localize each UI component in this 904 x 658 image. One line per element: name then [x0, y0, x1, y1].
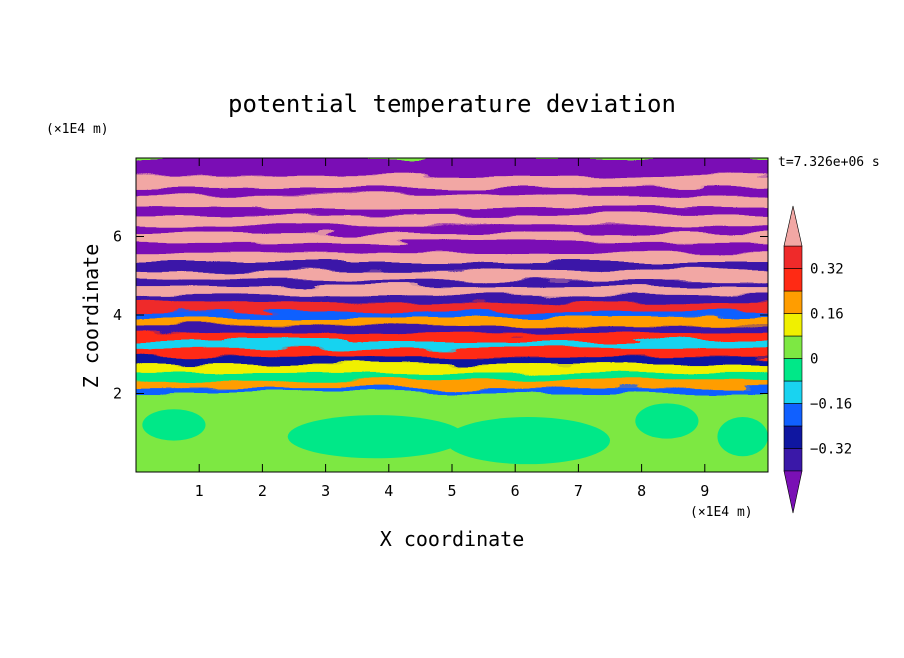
colorbar-tick-label-0: 0.32: [810, 262, 844, 278]
heatmap-layer-10: [136, 316, 768, 326]
y-tick-label-4: 4: [113, 306, 122, 324]
x-unit-label: (×1E4 m): [690, 505, 753, 520]
heatmap-layer-27: [136, 158, 768, 177]
x-tick-label-7: 7: [574, 482, 583, 500]
colorbar-extend-top: [783, 205, 803, 247]
colorbar-tick-label-4: −0.32: [810, 442, 852, 458]
y-unit-label: (×1E4 m): [46, 122, 109, 137]
colorbar-bin-0: [783, 448, 803, 472]
chart-title: potential temperature deviation: [228, 90, 676, 118]
colorbar-bin-8: [783, 268, 803, 292]
colorbar-tick-label-3: −0.16: [810, 397, 852, 413]
heatmap-layer-21: [136, 224, 768, 234]
heatmap-blob-2: [635, 403, 699, 439]
x-axis: 1 2 3 4 5 6 7 8 9: [195, 158, 709, 500]
heatmap-layer-26: [136, 175, 768, 188]
heatmap-layer-5: [136, 356, 768, 365]
heatmap-layer-4: [136, 364, 768, 373]
heatmap-layer-11: [136, 311, 768, 318]
y-tick-label-2: 2: [113, 385, 122, 403]
heatmap-layer-19: [136, 242, 768, 253]
colorbar-bin-6: [783, 313, 803, 337]
heatmap-blob-0: [287, 415, 465, 459]
y-axis-label: Z coordinate: [79, 244, 103, 389]
heatmap-blob-4: [717, 417, 768, 457]
heatmap-layer-17: [136, 262, 768, 271]
heatmap-layer-7: [136, 340, 768, 349]
heatmap-blob-3: [142, 409, 206, 441]
heatmap-layer-24: [136, 195, 768, 208]
colorbar-bin-9: [783, 245, 803, 269]
colorbar-bin-4: [783, 358, 803, 382]
x-tick-label-3: 3: [321, 482, 330, 500]
heatmap-blob-1: [445, 417, 610, 465]
colorbar-tick-label-2: 0: [810, 352, 818, 368]
heatmap-layer-16: [136, 269, 768, 281]
heatmap-layer-12: [136, 301, 768, 312]
heatmap-layer-25: [136, 187, 768, 196]
time-label: t=7.326e+06 s: [778, 155, 880, 170]
colorbar-bin-7: [783, 290, 803, 314]
heatmap-layer-9: [136, 324, 768, 334]
x-axis-label: X coordinate: [380, 527, 525, 551]
x-tick-label-9: 9: [700, 482, 709, 500]
x-tick-label-1: 1: [195, 482, 204, 500]
colorbar-tick-label-1: 0.16: [810, 307, 844, 323]
x-tick-label-8: 8: [637, 482, 646, 500]
colorbar-bin-5: [783, 335, 803, 359]
heatmap-layer-2: [136, 379, 768, 389]
colorbar-bin-3: [783, 380, 803, 404]
y-axis: 2 4 6: [113, 228, 768, 403]
plot-area: [136, 158, 768, 472]
colorbar-bin-1: [783, 425, 803, 449]
colorbar: 0.32 0.16 0 −0.16 −0.32: [783, 205, 852, 514]
heatmap-layer-14: [136, 285, 768, 296]
heatmap-layer-1: [136, 387, 768, 393]
y-tick-label-6: 6: [113, 228, 122, 246]
heatmap-layer-20: [136, 232, 768, 243]
heatmap-layer-13: [136, 295, 768, 302]
heatmap-layer-6: [136, 348, 768, 357]
x-tick-label-4: 4: [384, 482, 393, 500]
heatmap-blobs: [142, 403, 768, 465]
colorbar-extend-bottom: [783, 470, 803, 514]
x-tick-label-6: 6: [511, 482, 520, 500]
x-tick-label-5: 5: [447, 482, 456, 500]
heatmap-layer-3: [136, 371, 768, 381]
heatmap-layer-15: [136, 279, 768, 287]
heatmap-layer-22: [136, 214, 768, 226]
colorbar-bin-2: [783, 403, 803, 427]
x-tick-label-2: 2: [258, 482, 267, 500]
heatmap-layer-18: [136, 252, 768, 263]
heatmap-layer-23: [136, 207, 768, 216]
heatmap-layer-8: [136, 332, 768, 342]
